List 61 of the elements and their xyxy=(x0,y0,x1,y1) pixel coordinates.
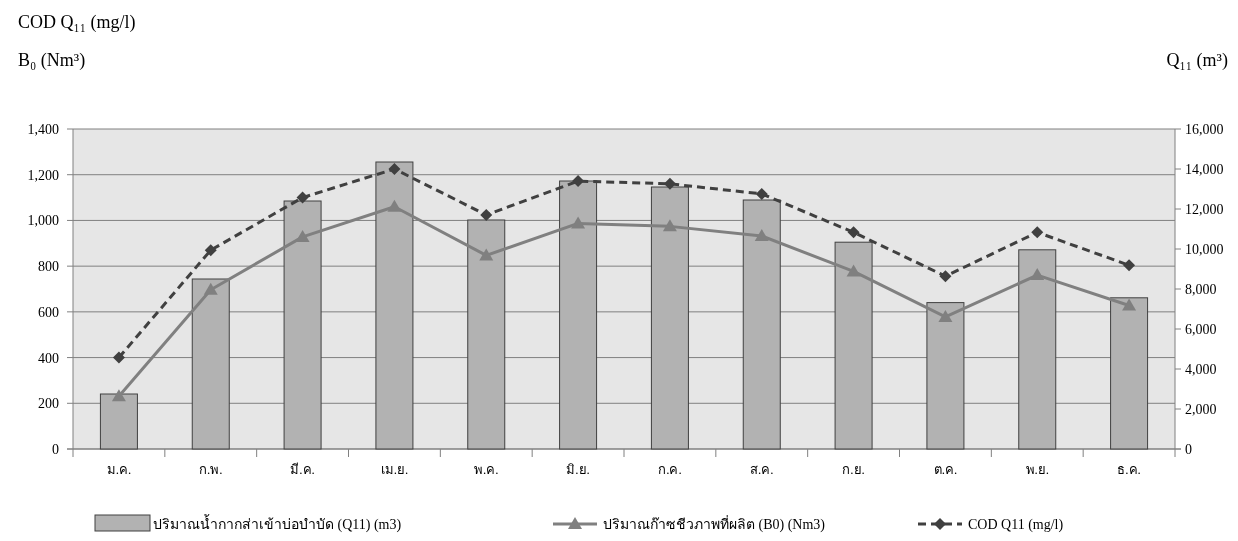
y-tick-label: 600 xyxy=(38,304,59,320)
x-tick-label: มิ.ย. xyxy=(566,462,590,477)
x-tick-label: พ.ค. xyxy=(474,462,499,477)
y2-tick-label: 14,000 xyxy=(1185,162,1224,177)
y-tick-label: 1,000 xyxy=(27,213,59,229)
x-tick-label: ก.ย. xyxy=(842,462,865,477)
legend-label: ปริมาณน้ำกากส่าเข้าบ่อบำบัด (Q11) (m3) xyxy=(153,514,402,533)
y-tick-label: 200 xyxy=(38,396,59,412)
x-tick-label: ต.ค. xyxy=(933,462,958,477)
y2-tick-label: 2,000 xyxy=(1185,402,1217,417)
y-tick-label: 800 xyxy=(38,259,59,275)
y2-tick-label: 6,000 xyxy=(1185,322,1217,337)
bar xyxy=(1110,297,1149,450)
point xyxy=(296,191,309,204)
point xyxy=(571,216,586,229)
y2-axis-title: Q₁₁ (m³) xyxy=(1166,50,1228,71)
bar xyxy=(191,278,230,450)
x-tick-label: พ.ย. xyxy=(1025,462,1049,477)
point xyxy=(479,248,494,261)
legend-label: ปริมาณก๊าซชีวภาพที่ผลิต (B0) (Nm3) xyxy=(603,515,826,533)
point xyxy=(204,244,217,257)
point xyxy=(847,226,860,239)
point xyxy=(203,282,218,295)
x-tick-label: มี.ค. xyxy=(290,462,315,477)
legend-label: COD Q11 (mg/l) xyxy=(968,517,1064,533)
x-tick-label: ม.ค. xyxy=(106,462,132,477)
y2-tick-label: 12,000 xyxy=(1185,202,1224,217)
y-tick-label: 1,200 xyxy=(27,167,59,183)
y2-tick-label: 4,000 xyxy=(1185,362,1217,377)
point xyxy=(846,264,861,277)
point xyxy=(755,187,768,200)
bar xyxy=(1018,249,1057,450)
x-tick-label: ส.ค. xyxy=(750,462,774,477)
y2-tick-label: 8,000 xyxy=(1185,282,1217,297)
bar xyxy=(926,302,965,450)
bar xyxy=(99,393,138,450)
x-tick-label: ธ.ค. xyxy=(1117,462,1141,477)
point xyxy=(295,229,310,242)
point xyxy=(754,228,769,241)
point xyxy=(1122,298,1137,311)
y2-tick-label: 0 xyxy=(1185,442,1192,457)
point xyxy=(1031,226,1044,239)
x-tick-label: ก.ค. xyxy=(658,462,682,477)
point xyxy=(480,208,493,221)
point xyxy=(1030,268,1045,281)
y-tick-label: 1,400 xyxy=(27,122,59,137)
point xyxy=(938,309,953,322)
point xyxy=(388,163,401,175)
point xyxy=(662,219,677,232)
x-tick-label: เม.ย. xyxy=(380,462,409,477)
x-tick-label: ก.พ. xyxy=(199,462,223,477)
y-tick-label: 0 xyxy=(52,442,59,457)
point xyxy=(111,389,126,402)
y2-tick-label: 10,000 xyxy=(1185,242,1224,257)
y-axis-title: COD Q₁₁ (mg/l) B₀ (Nm³) xyxy=(18,12,136,71)
point xyxy=(112,351,125,364)
point xyxy=(939,270,952,283)
point xyxy=(387,199,402,212)
y2-tick-label: 16,000 xyxy=(1185,122,1224,137)
y-tick-label: 400 xyxy=(38,350,59,366)
point xyxy=(1123,259,1136,272)
